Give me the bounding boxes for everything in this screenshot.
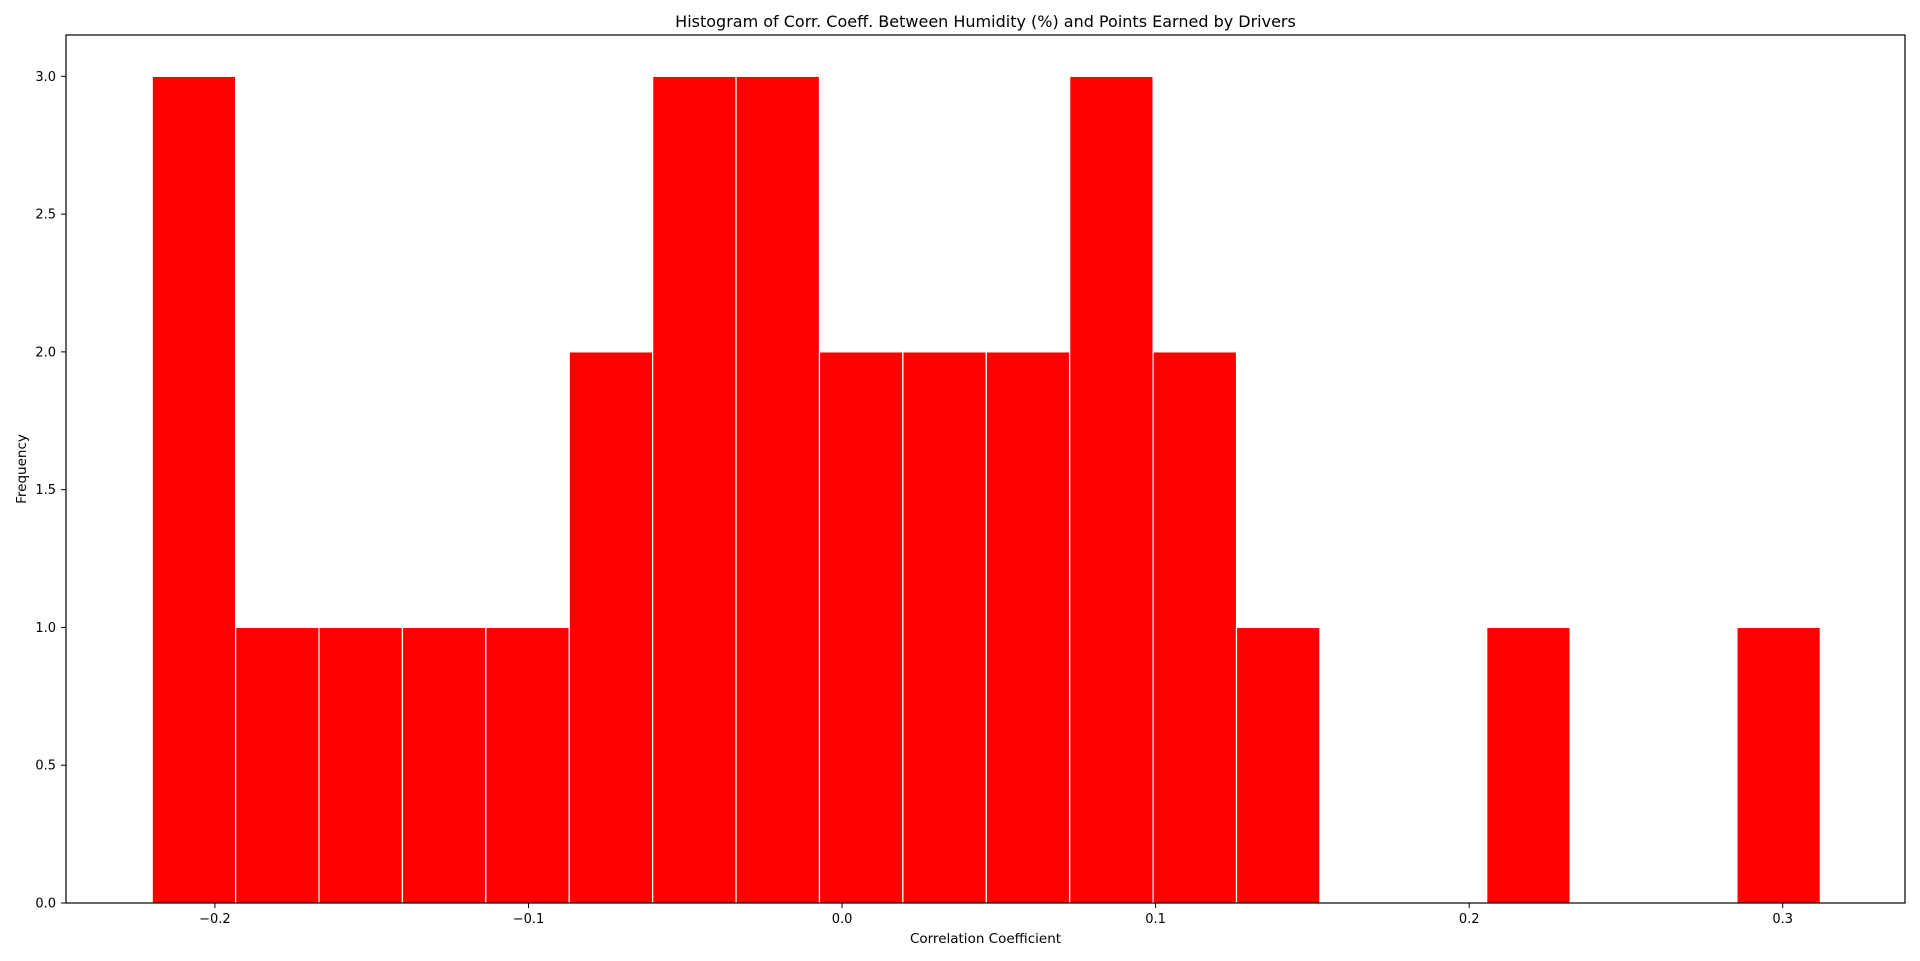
x-axis-ticks: −0.2 −0.1 0.0 0.1 0.2 0.3 xyxy=(199,903,1793,927)
histogram-bar xyxy=(1235,626,1321,904)
histogram-bar xyxy=(818,351,904,904)
y-tick-label: 0.0 xyxy=(35,897,56,912)
y-tick-label: 1.0 xyxy=(35,621,56,636)
histogram-bar xyxy=(652,75,737,904)
histogram-bar xyxy=(902,351,987,904)
histogram-bar xyxy=(1069,75,1154,904)
y-tick-label: 2.0 xyxy=(35,345,56,360)
histogram-bar xyxy=(1486,626,1571,904)
histogram-bar xyxy=(985,351,1071,904)
y-axis-ticks: 0.0 0.5 1.0 1.5 2.0 2.5 3.0 xyxy=(35,70,66,912)
x-axis-label: Correlation Coefficient xyxy=(910,931,1061,947)
y-tick-label: 0.5 xyxy=(35,759,56,774)
x-tick-label: 0.1 xyxy=(1145,912,1166,927)
histogram-bar xyxy=(1736,626,1821,904)
bars-group xyxy=(151,75,1821,904)
histogram-bar xyxy=(318,626,404,904)
histogram-bar xyxy=(401,626,487,904)
y-tick-label: 1.5 xyxy=(35,483,56,498)
x-tick-label: −0.2 xyxy=(199,912,231,927)
chart-title: Histogram of Corr. Coeff. Between Humidi… xyxy=(675,12,1296,31)
y-axis-label: Frequency xyxy=(14,434,30,504)
histogram-bar xyxy=(235,626,320,904)
histogram-bar xyxy=(735,75,821,904)
histogram-bar xyxy=(1152,351,1238,904)
x-tick-label: 0.3 xyxy=(1772,912,1793,927)
x-tick-label: 0.0 xyxy=(832,912,853,927)
plot-area-frame xyxy=(65,34,1906,904)
y-tick-label: 3.0 xyxy=(35,70,56,85)
histogram-bar xyxy=(485,626,570,904)
histogram-bar xyxy=(151,75,237,904)
x-tick-label: 0.2 xyxy=(1459,912,1480,927)
histogram-bar xyxy=(568,351,654,904)
x-tick-label: −0.1 xyxy=(513,912,545,927)
y-tick-label: 2.5 xyxy=(35,208,56,223)
